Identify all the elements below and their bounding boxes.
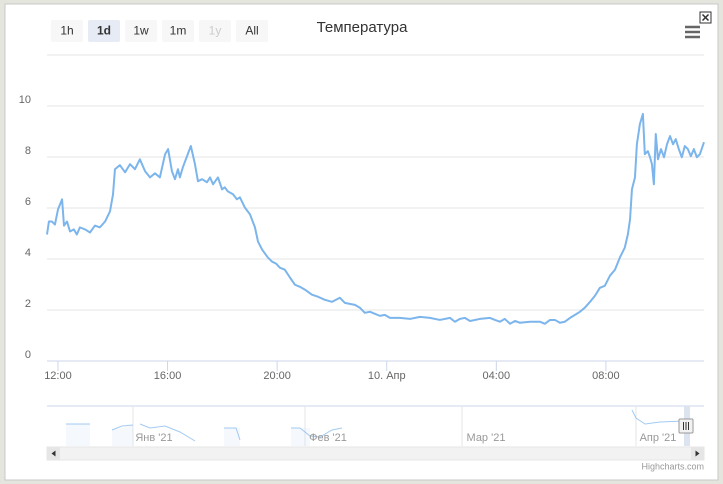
- range-button-label: 1w: [133, 24, 149, 38]
- range-button-label: 1d: [97, 24, 111, 38]
- scrollbar[interactable]: [46, 446, 705, 461]
- range-button[interactable]: 1d: [88, 20, 120, 42]
- range-button[interactable]: 1m: [162, 20, 194, 42]
- range-button-bg: [125, 20, 157, 42]
- y-tick-label: 10: [19, 94, 31, 106]
- range-button-label: 1h: [60, 24, 73, 38]
- y-tick-label: 2: [25, 298, 31, 310]
- navigator-label: Янв '21: [135, 432, 172, 444]
- range-button-bg: [88, 20, 120, 42]
- range-button[interactable]: 1h: [51, 20, 83, 42]
- y-tick-label: 0: [25, 349, 31, 361]
- menu-button[interactable]: [680, 20, 706, 42]
- range-button-bg: [236, 20, 268, 42]
- line-series: [46, 112, 705, 325]
- range-button-label: 1m: [170, 24, 187, 38]
- credits[interactable]: Highcharts.com: [641, 461, 704, 471]
- range-button-bg: [51, 20, 83, 42]
- navigator-label: Апр '21: [640, 432, 677, 444]
- x-tick-label: 10. Апр: [368, 370, 406, 382]
- chart-title: Температура: [317, 19, 409, 36]
- close-button[interactable]: [699, 11, 712, 24]
- x-tick-label: 04:00: [483, 370, 511, 382]
- range-button[interactable]: All: [236, 20, 268, 42]
- range-button: 1y: [199, 20, 231, 42]
- range-button-bg: [199, 20, 231, 42]
- x-tick-label: 16:00: [154, 370, 182, 382]
- y-tick-label: 8: [25, 145, 31, 157]
- navigator-label: Мар '21: [467, 432, 506, 444]
- popup: [4, 3, 719, 481]
- y-tick-label: 4: [25, 247, 31, 259]
- y-tick-label: 6: [25, 196, 31, 208]
- range-button[interactable]: 1w: [125, 20, 157, 42]
- x-tick-label: 12:00: [44, 370, 72, 382]
- range-button-label: 1y: [209, 24, 222, 38]
- navigator: [47, 405, 704, 446]
- x-tick-label: 20:00: [263, 370, 291, 382]
- x-tick-label: 08:00: [592, 370, 620, 382]
- range-button-bg: [162, 20, 194, 42]
- navigator-label: Фев '21: [309, 432, 347, 444]
- range-button-label: All: [245, 24, 258, 38]
